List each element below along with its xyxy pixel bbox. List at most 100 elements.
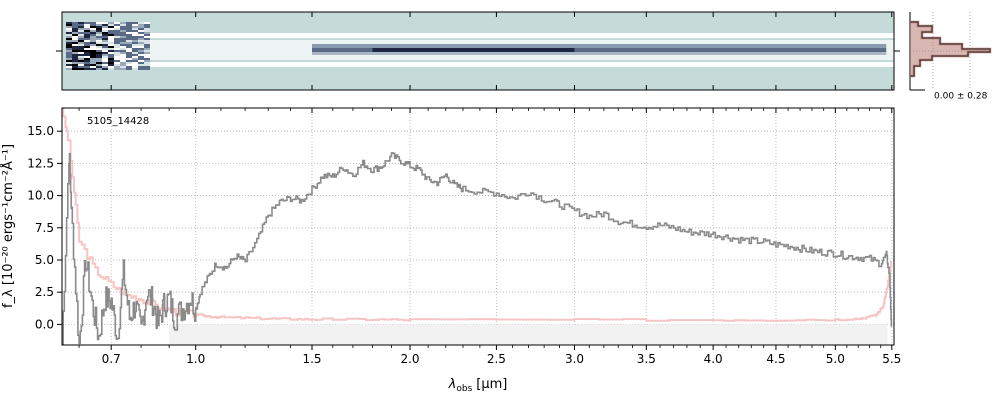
spectrum2d-noise-pixel <box>78 22 84 24</box>
spectrum2d-noise-pixel <box>84 26 90 28</box>
spectrum2d-noise-pixel <box>120 36 126 38</box>
spectrum2d-noise-pixel <box>96 36 102 38</box>
spectrum2d-noise-pixel <box>66 34 72 36</box>
y-tick-label: 7.5 <box>35 221 54 235</box>
spectrum2d-noise-pixel <box>138 46 144 48</box>
x-tick-label: 4.5 <box>766 352 785 366</box>
spectrum2d-noise-pixel <box>114 34 120 36</box>
spectrum2d-noise-pixel <box>90 68 96 70</box>
spectrum2d-noise-pixel <box>102 46 108 48</box>
spectrum2d-noise-pixel <box>138 34 144 36</box>
spectrum2d-noise-pixel <box>108 36 114 38</box>
spectrum2d-noise-pixel <box>72 56 78 58</box>
spectrum2d-noise-pixel <box>144 22 150 24</box>
spectrum2d-noise-pixel <box>126 50 132 52</box>
spectrum2d-noise-pixel <box>66 36 72 38</box>
spectrum2d-noise-pixel <box>102 58 108 60</box>
spectrum2d-noise-pixel <box>78 36 84 38</box>
spectrum2d-noise-pixel <box>78 54 84 56</box>
spectrum2d-noise-pixel <box>90 46 96 48</box>
spectrum2d-noise-pixel <box>138 62 144 64</box>
spectrum2d-noise-pixel <box>102 34 108 36</box>
spectrum2d-noise-pixel <box>66 62 72 64</box>
x-axis-label-subscript: obs <box>456 384 472 394</box>
x-tick-label: 2.5 <box>487 352 506 366</box>
spectrum2d-noise-pixel <box>108 30 114 32</box>
spectrum2d-noise-pixel <box>102 62 108 64</box>
spectrum2d-noise-pixel <box>114 50 120 52</box>
spectrum2d-noise-pixel <box>114 52 120 54</box>
spectrum2d-noise-pixel <box>108 40 114 42</box>
spectrum2d-noise-pixel <box>108 32 114 34</box>
spectrum2d-noise-pixel <box>84 38 90 40</box>
x-tick-label: 3.5 <box>637 352 656 366</box>
spectrum2d-noise-pixel <box>72 28 78 30</box>
spectrum2d-noise-pixel <box>66 46 72 48</box>
spectrum2d-noise-pixel <box>138 42 144 44</box>
spectrum2d-noise-pixel <box>96 30 102 32</box>
spectrum2d-noise-pixel <box>90 60 96 62</box>
main-plot: 0.7 1.0 1.5 2.0 2.5 3.0 3.5 4.0 4.5 5.0 5.5 0.0 2.5… <box>0 107 901 394</box>
spectrum2d-noise-pixel <box>84 46 90 48</box>
spectrum2d-noise-pixel <box>126 24 132 26</box>
spectrum2d-noise-pixel <box>78 42 84 44</box>
spectrum2d-noise-pixel <box>72 52 78 54</box>
spectrum2d-noise-pixel <box>96 48 102 50</box>
spectrum2d-noise-pixel <box>96 22 102 24</box>
spectrum2d-noise-pixel <box>108 66 114 68</box>
spectrum2d-noise-pixel <box>78 50 84 52</box>
spectrum2d-noise-pixel <box>144 64 150 66</box>
spectrum2d-noise-pixel <box>78 56 84 58</box>
spectrum2d-noise-pixel <box>120 66 126 68</box>
spectrum2d-noise-pixel <box>144 68 150 70</box>
spectrum2d-noise-pixel <box>138 30 144 32</box>
spectrum2d-noise-pixel <box>90 36 96 38</box>
spectrum2d-noise-pixel <box>114 62 120 64</box>
spectrum2d-noise-pixel <box>96 28 102 30</box>
spectrum2d-noise-pixel <box>126 28 132 30</box>
spectrum2d-noise-pixel <box>84 48 90 50</box>
spectrum2d-noise-pixel <box>72 46 78 48</box>
spectrum2d-noise-pixel <box>138 50 144 52</box>
spectrum2d-noise-pixel <box>102 30 108 32</box>
spectrum2d-noise-pixel <box>108 34 114 36</box>
spectrum2d-noise-pixel <box>72 58 78 60</box>
spectrum2d-noise-pixel <box>114 24 120 26</box>
spectrum2d-noise-pixel <box>66 26 72 28</box>
spectrum2d-noise-pixel <box>102 50 108 52</box>
spectrum2d-noise-pixel <box>108 26 114 28</box>
spectrum2d-noise-pixel <box>144 58 150 60</box>
spectrum2d-noise-pixel <box>84 68 90 70</box>
x-tick-label: 4.0 <box>704 352 723 366</box>
spectrum2d-noise-pixel <box>96 66 102 68</box>
spectrum2d-noise-pixel <box>144 52 150 54</box>
y-tick-label: 0.0 <box>35 317 54 331</box>
spectrum2d-noise-pixel <box>84 42 90 44</box>
spectrum2d-noise-pixel <box>66 54 72 56</box>
spectrum2d-noise-pixel <box>78 58 84 60</box>
spectrum2d-noise-pixel <box>72 30 78 32</box>
spectrum2d-noise-pixel <box>108 44 114 46</box>
spectrum2d-noise-pixel <box>102 66 108 68</box>
spectrum2d-noise-pixel <box>144 60 150 62</box>
spectrum2d-noise-pixel <box>138 48 144 50</box>
spectrum2d-noise-pixel <box>144 28 150 30</box>
spectrum2d-noise-pixel <box>102 54 108 56</box>
spectrum2d-noise-pixel <box>138 44 144 46</box>
spectrum2d-noise-pixel <box>114 44 120 46</box>
spectrum2d-noise-pixel <box>126 46 132 48</box>
spectrum2d-noise-pixel <box>102 38 108 40</box>
spectrum2d-noise-pixel <box>66 68 72 70</box>
spectrum2d-noise-pixel <box>90 28 96 30</box>
spectrum2d-noise-pixel <box>138 54 144 56</box>
histogram-profile-outline <box>910 21 991 77</box>
spectrum2d-noise-pixel <box>84 30 90 32</box>
spectrum2d-noise-pixel <box>66 50 72 52</box>
spectrum2d-noise-pixel <box>102 26 108 28</box>
spectrum2d-noise-pixel <box>120 40 126 42</box>
spectrum2d-noise-pixel <box>108 62 114 64</box>
spectrum2d-noise-pixel <box>138 66 144 68</box>
spectrum2d-lower-white-band <box>85 62 895 67</box>
spectrum2d-noise-pixel <box>114 64 120 66</box>
